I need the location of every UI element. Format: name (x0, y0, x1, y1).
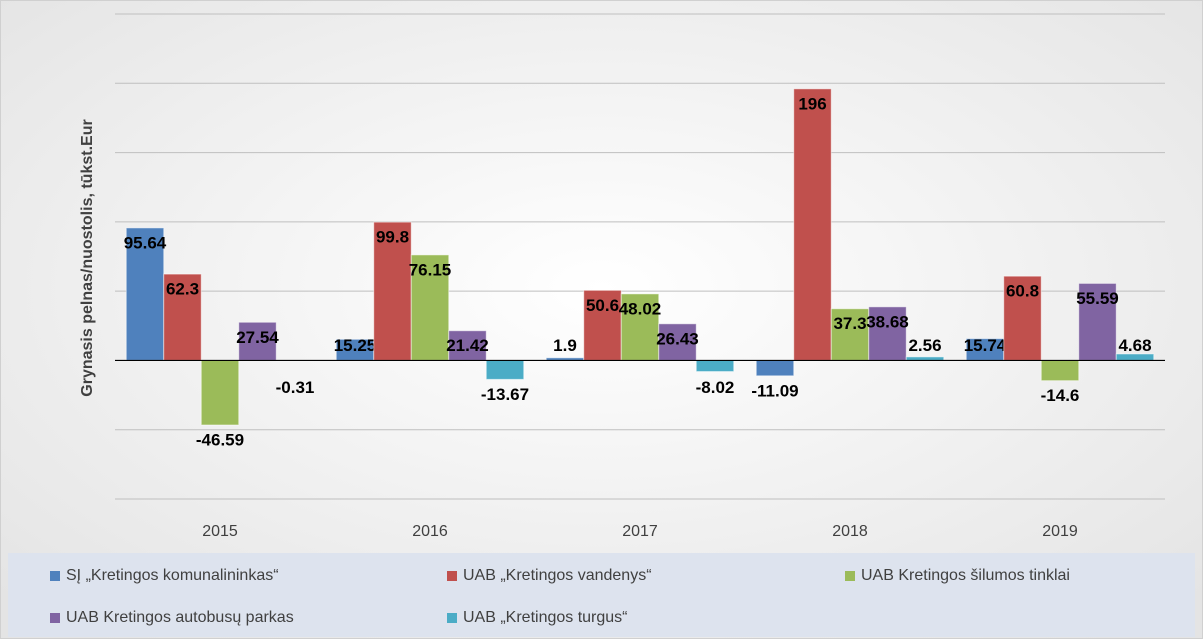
data-label: 1.9 (553, 336, 577, 355)
bar (1003, 275, 1042, 361)
data-label: 4.68 (1118, 336, 1151, 355)
bar (755, 359, 795, 377)
bar (125, 227, 165, 361)
legend-label: SĮ „Kretingos komunalininkas“ (66, 567, 279, 584)
data-label: 21.42 (446, 336, 489, 355)
data-label: 26.43 (656, 329, 699, 348)
x-tick-label: 2017 (622, 523, 658, 540)
data-label: 95.64 (124, 233, 167, 252)
legend-swatch (447, 613, 457, 623)
bar (163, 273, 202, 361)
data-label: -13.67 (481, 385, 529, 404)
legend-swatch (50, 613, 60, 623)
data-label: 37.3 (833, 314, 866, 333)
legend-swatch (50, 571, 60, 581)
x-tick-label: 2018 (832, 523, 868, 540)
data-label: 99.8 (376, 228, 409, 247)
legend-swatch (447, 571, 457, 581)
data-label: 50.6 (586, 296, 619, 315)
data-label: 196 (798, 94, 826, 113)
bar (583, 289, 622, 361)
y-axis-label: Grynasis pelnas/nuostolis, tūkst.Eur (79, 119, 96, 396)
data-label: -11.09 (751, 381, 798, 400)
data-label: 62.3 (166, 280, 199, 299)
data-label: 60.8 (1006, 282, 1039, 301)
legend-label: UAB „Kretingos vandenys“ (463, 567, 652, 584)
data-label: 27.54 (236, 328, 279, 347)
bar (410, 254, 450, 361)
bar (658, 323, 697, 361)
data-label: -8.02 (696, 378, 735, 397)
legend-swatch (845, 571, 855, 581)
bar (485, 359, 525, 380)
data-label: 76.15 (409, 260, 452, 279)
legend-background (8, 553, 1195, 637)
bar (200, 359, 240, 426)
data-label: -14.6 (1041, 386, 1080, 405)
legend-label: UAB Kretingos šilumos tinklai (861, 567, 1070, 584)
data-label: -46.59 (196, 430, 244, 449)
data-label: -0.31 (276, 378, 315, 397)
data-label: 15.74 (964, 336, 1007, 355)
bar (868, 306, 907, 361)
bar (1040, 359, 1080, 382)
bar (793, 88, 832, 361)
x-tick-label: 2016 (412, 523, 448, 540)
data-label: 15.25 (334, 336, 377, 355)
x-tick-label: 2019 (1042, 523, 1078, 540)
data-label: 55.59 (1076, 289, 1119, 308)
legend-label: UAB „Kretingos turgus“ (463, 609, 628, 626)
bar (1078, 282, 1117, 361)
x-tick-label: 2015 (202, 523, 238, 540)
data-label: 48.02 (619, 299, 662, 318)
legend-label: UAB Kretingos autobusų parkas (66, 609, 294, 626)
data-label: 38.68 (866, 312, 909, 331)
bar (238, 321, 277, 361)
data-label: 2.56 (908, 336, 941, 355)
bar (695, 359, 735, 373)
